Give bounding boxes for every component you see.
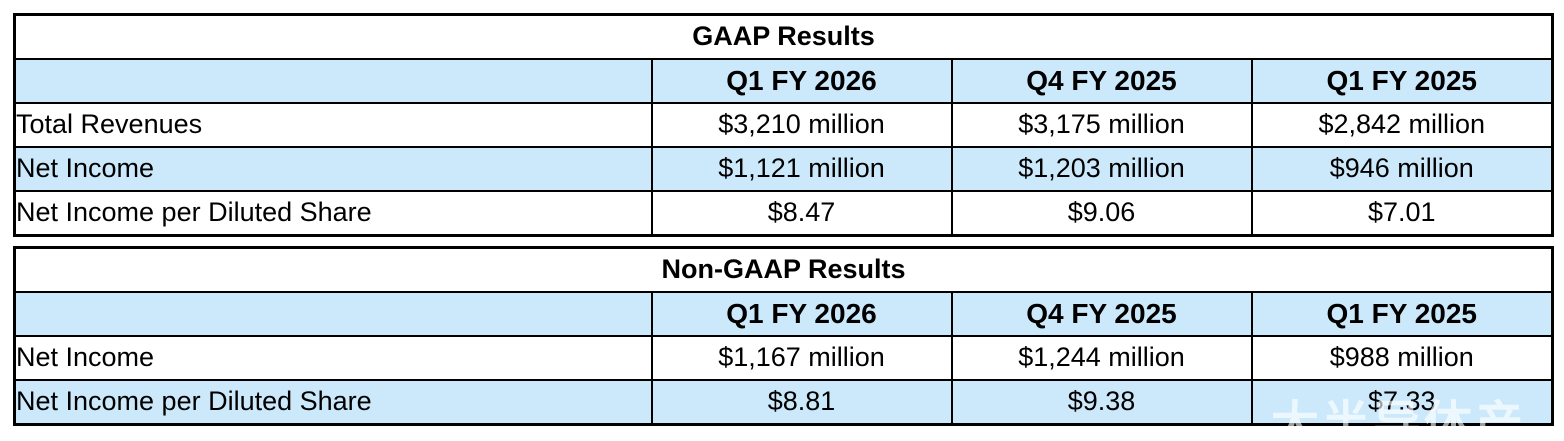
cell-value: $946 million: [1250, 146, 1554, 192]
table-row-total-revenues: Total Revenues $3,210 million $3,175 mil…: [13, 102, 1554, 148]
cell-value: $9.38: [950, 379, 1253, 426]
column-header-row: Q1 FY 2026 Q4 FY 2025 Q1 FY 2025: [13, 58, 1554, 104]
gaap-results-table: GAAP Results Q1 FY 2026 Q4 FY 2025 Q1 FY…: [13, 13, 1554, 237]
cell-value: $9.06: [950, 190, 1253, 237]
table-title-row: Non-GAAP Results: [13, 246, 1554, 293]
row-label: Net Income: [13, 146, 653, 192]
cell-value: $8.47: [650, 190, 953, 237]
cell-value: $1,121 million: [650, 146, 953, 192]
column-header-q4fy2025: Q4 FY 2025: [950, 291, 1253, 337]
column-header-row: Q1 FY 2026 Q4 FY 2025 Q1 FY 2025: [13, 291, 1554, 337]
swoosh-ring-icon: [1050, 431, 1095, 441]
cell-value: $8.81: [650, 379, 953, 426]
table-title-row: GAAP Results: [13, 13, 1554, 60]
cell-value: $988 million: [1250, 335, 1554, 381]
row-label: Net Income per Diluted Share: [13, 190, 653, 237]
column-header-q1fy2025: Q1 FY 2025: [1250, 58, 1554, 104]
table-row-net-income: Net Income $1,167 million $1,244 million…: [13, 335, 1554, 381]
table-row-net-income: Net Income $1,121 million $1,203 million…: [13, 146, 1554, 192]
column-header-q4fy2025: Q4 FY 2025: [950, 58, 1253, 104]
watermark-latin-text: semi: [1104, 429, 1265, 441]
cell-value: $2,842 million: [1250, 102, 1554, 148]
table-title: GAAP Results: [13, 13, 1554, 60]
column-header-q1fy2025: Q1 FY 2025: [1250, 291, 1554, 337]
row-label: Net Income per Diluted Share: [13, 379, 653, 426]
cell-value: $3,210 million: [650, 102, 953, 148]
row-label: Total Revenues: [13, 102, 653, 148]
nongaap-results-table: Non-GAAP Results Q1 FY 2026 Q4 FY 2025 Q…: [13, 246, 1555, 426]
cell-value: $1,203 million: [950, 146, 1253, 192]
column-header-q1fy2026: Q1 FY 2026: [650, 291, 953, 337]
table-row-net-income-per-diluted-share: Net Income per Diluted Share $8.81 $9.38…: [13, 379, 1554, 426]
column-header-empty: [13, 58, 653, 104]
row-label: Net Income: [13, 335, 653, 381]
cell-value: $1,167 million: [650, 335, 953, 381]
cell-value: $1,244 million: [950, 335, 1253, 381]
table-row-net-income-per-diluted-share: Net Income per Diluted Share $8.47 $9.06…: [13, 190, 1554, 237]
column-header-empty: [13, 291, 653, 337]
cell-value: $7.01: [1250, 190, 1554, 237]
cell-value: $7.33: [1250, 379, 1554, 426]
table-title: Non-GAAP Results: [13, 246, 1554, 293]
cell-value: $3,175 million: [950, 102, 1253, 148]
column-header-q1fy2026: Q1 FY 2026: [650, 58, 953, 104]
